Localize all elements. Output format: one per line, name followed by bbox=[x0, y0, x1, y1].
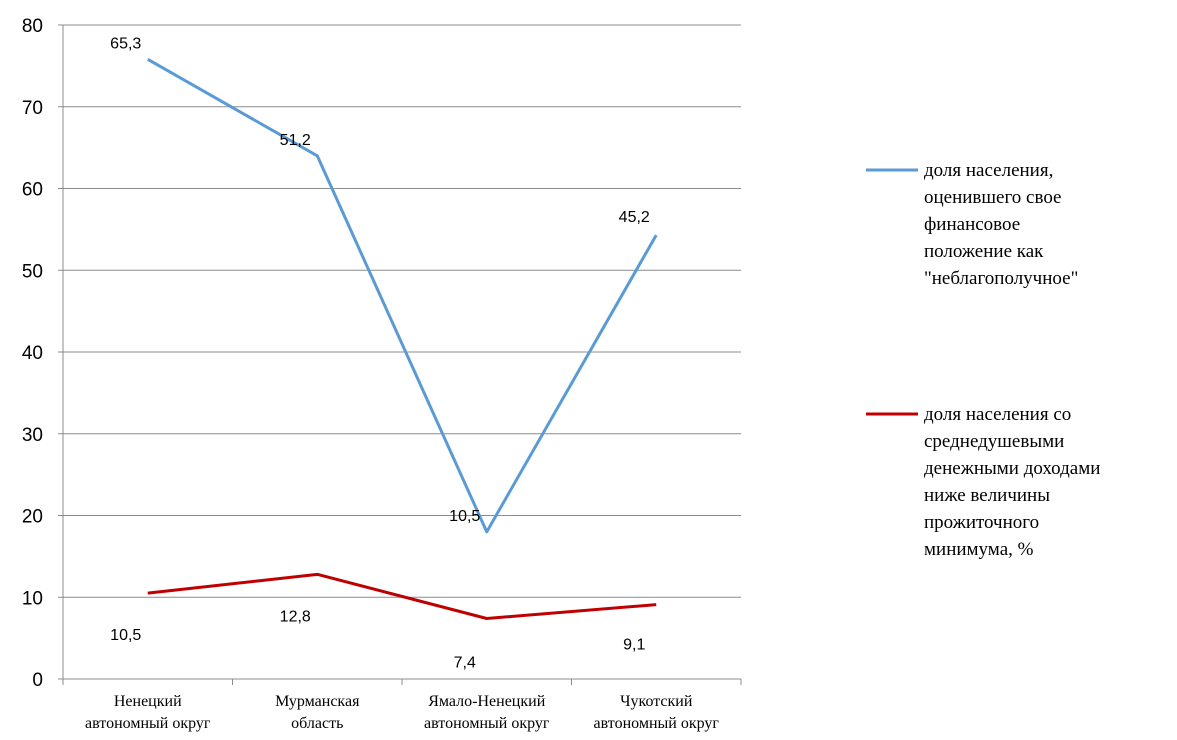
y-tick-label: 50 bbox=[22, 261, 43, 282]
data-label: 9,1 bbox=[623, 637, 645, 654]
data-label: 65,3 bbox=[110, 35, 141, 52]
y-tick-label: 10 bbox=[22, 588, 43, 609]
grid-lines bbox=[63, 24, 741, 598]
x-tick-label: Ненецкий автономный округ bbox=[85, 693, 211, 732]
data-label: 12,8 bbox=[280, 608, 311, 625]
legend-label-1: доля населения, оценившего свое финансовое… bbox=[924, 160, 1078, 289]
y-tick-label: 80 bbox=[22, 16, 43, 37]
series-lines bbox=[147, 58, 658, 621]
y-tick-label: 70 bbox=[22, 98, 43, 119]
y-tick-label: 0 bbox=[32, 670, 43, 691]
series-line-1 bbox=[147, 58, 658, 534]
y-tick-label: 30 bbox=[22, 425, 43, 446]
data-label: 10,5 bbox=[449, 508, 480, 525]
data-label: 7,4 bbox=[454, 655, 476, 672]
data-label: 51,2 bbox=[280, 132, 311, 149]
x-tick-label: Мурманская область bbox=[275, 693, 360, 732]
data-label: 45,2 bbox=[619, 209, 650, 226]
legend-label-2: доля населения со среднедушевыми денежными… bbox=[924, 404, 1100, 560]
y-tick-label: 20 bbox=[22, 507, 43, 528]
x-axis-ticks: Ненецкий автономный округ Мурманская област… bbox=[62, 679, 742, 732]
legend: доля населения, оценившего свое финансовое… bbox=[866, 160, 1100, 560]
y-tick-label: 60 bbox=[22, 180, 43, 201]
data-label: 10,5 bbox=[110, 627, 141, 644]
x-tick-label: Чукотский автономный округ bbox=[594, 693, 720, 732]
series-line-2 bbox=[147, 572, 657, 621]
x-tick-label: Ямало-Ненецкий автономный округ bbox=[424, 693, 550, 732]
y-axis-ticks: 0 10 20 30 40 50 60 70 80 bbox=[22, 16, 63, 691]
y-tick-label: 40 bbox=[22, 343, 43, 364]
data-labels: 65,3 51,2 10,5 45,2 10,5 12,8 7,4 9,1 bbox=[110, 35, 650, 671]
